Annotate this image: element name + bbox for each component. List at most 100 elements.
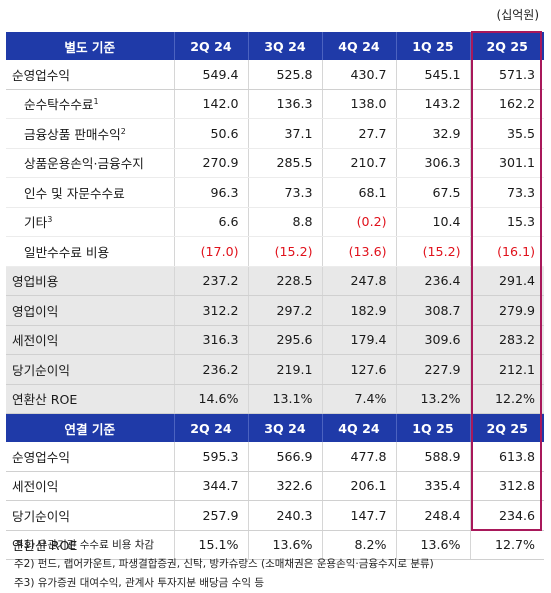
footnote: 주2) 펀드, 랩어카운트, 파생결합증권, 신탁, 방카슈랑스 (소매채권은 … bbox=[14, 558, 434, 570]
row-label: 인수 및 자문수수료 bbox=[6, 177, 174, 208]
value-cell: (15.2) bbox=[395, 236, 470, 267]
table-row: 순영업수익 549.4 525.8 430.7 545.1 571.3 bbox=[6, 60, 544, 90]
row-label: 세전이익 bbox=[6, 325, 174, 355]
value-cell: 477.8 bbox=[321, 442, 396, 472]
row-label-text: 당기순이익 bbox=[12, 362, 70, 378]
value-cell: 12.7% bbox=[469, 530, 544, 560]
value-cell: 306.3 bbox=[395, 148, 470, 178]
value-cell: 210.7 bbox=[321, 148, 396, 178]
table-row: 영업비용 237.2 228.5 247.8 236.4 291.4 bbox=[6, 266, 544, 296]
value-cell: 7.4% bbox=[321, 384, 396, 414]
section-title: 별도 기준 bbox=[6, 32, 174, 60]
value-cell: 162.2 bbox=[469, 89, 544, 119]
column-header: 3Q 24 bbox=[247, 413, 322, 442]
footnote-marker: 1 bbox=[93, 97, 99, 107]
value-cell: 240.3 bbox=[247, 500, 322, 531]
row-label: 당기순이익 bbox=[6, 500, 174, 531]
section-header-row: 별도 기준 2Q 24 3Q 24 4Q 24 1Q 25 2Q 25 bbox=[6, 32, 544, 60]
footnote-marker: 2 bbox=[120, 126, 126, 136]
row-label-text: 당기순이익 bbox=[12, 508, 70, 524]
section-header-row: 연결 기준 2Q 24 3Q 24 4Q 24 1Q 25 2Q 25 bbox=[6, 413, 544, 442]
value-cell: 10.4 bbox=[395, 207, 470, 237]
value-cell: (16.1) bbox=[469, 236, 544, 267]
value-cell: 312.2 bbox=[173, 295, 248, 326]
table-row: 금융상품 판매수익2 50.6 37.1 27.7 32.9 35.5 bbox=[6, 118, 544, 149]
row-label: 기타3 bbox=[6, 207, 174, 237]
row-label-text: 순영업수익 bbox=[12, 449, 70, 465]
value-cell: 228.5 bbox=[247, 266, 322, 296]
value-cell: 257.9 bbox=[173, 500, 248, 531]
row-label-text: 순수탁수수료 bbox=[24, 97, 94, 113]
row-label: 금융상품 판매수익2 bbox=[6, 118, 174, 149]
value-cell: 37.1 bbox=[247, 118, 322, 149]
value-cell: 136.3 bbox=[247, 89, 322, 119]
value-cell: (13.6) bbox=[321, 236, 396, 267]
row-label: 일반수수료 비용 bbox=[6, 236, 174, 267]
value-cell: 525.8 bbox=[247, 60, 322, 90]
value-cell: 15.3 bbox=[469, 207, 544, 237]
value-cell: 6.6 bbox=[173, 207, 248, 237]
value-cell: 237.2 bbox=[173, 266, 248, 296]
value-cell: 545.1 bbox=[395, 60, 470, 90]
value-cell: 179.4 bbox=[321, 325, 396, 355]
value-cell: 142.0 bbox=[173, 89, 248, 119]
table-row: 상품운용손익·금융수지 270.9 285.5 210.7 306.3 301.1 bbox=[6, 148, 544, 178]
column-header: 3Q 24 bbox=[247, 32, 322, 60]
value-cell: (17.0) bbox=[173, 236, 248, 267]
row-label: 순영업수익 bbox=[6, 442, 174, 472]
value-cell: 68.1 bbox=[321, 177, 396, 208]
value-cell: 8.8 bbox=[247, 207, 322, 237]
column-header: 1Q 25 bbox=[395, 32, 470, 60]
value-cell: 247.8 bbox=[321, 266, 396, 296]
row-label-text: 인수 및 자문수수료 bbox=[24, 185, 125, 201]
table-row: 기타3 6.6 8.8 (0.2) 10.4 15.3 bbox=[6, 207, 544, 237]
value-cell: 236.4 bbox=[395, 266, 470, 296]
value-cell: 227.9 bbox=[395, 354, 470, 385]
row-label-text: 기타 bbox=[24, 215, 48, 231]
table-row: 연환산 ROE 15.1% 13.6% 8.2% 13.6% 12.7% bbox=[6, 530, 544, 560]
row-label-text: 연환산 ROE bbox=[12, 538, 78, 554]
value-cell: 182.9 bbox=[321, 295, 396, 326]
row-label: 상품운용손익·금융수지 bbox=[6, 148, 174, 178]
column-header: 1Q 25 bbox=[395, 413, 470, 442]
value-cell: 248.4 bbox=[395, 500, 470, 531]
value-cell: 279.9 bbox=[469, 295, 544, 326]
value-cell: 344.7 bbox=[173, 471, 248, 501]
value-cell: 12.2% bbox=[469, 384, 544, 414]
value-cell: 14.6% bbox=[173, 384, 248, 414]
table-row: 세전이익 316.3 295.6 179.4 309.6 283.2 bbox=[6, 325, 544, 355]
row-label: 연환산 ROE bbox=[6, 530, 174, 560]
row-label-text: 세전이익 bbox=[12, 479, 59, 495]
value-cell: 295.6 bbox=[247, 325, 322, 355]
row-label: 당기순이익 bbox=[6, 354, 174, 385]
column-header: 4Q 24 bbox=[321, 32, 396, 60]
column-header: 2Q 25 bbox=[469, 413, 544, 442]
value-cell: 13.2% bbox=[395, 384, 470, 414]
table-body: 별도 기준 2Q 24 3Q 24 4Q 24 1Q 25 2Q 25 순영업수익 549.4… bbox=[6, 32, 544, 560]
column-header: 4Q 24 bbox=[321, 413, 396, 442]
row-label-text: 연환산 ROE bbox=[12, 392, 78, 408]
value-cell: 206.1 bbox=[321, 471, 396, 501]
row-label-text: 세전이익 bbox=[12, 333, 59, 349]
value-cell: 147.7 bbox=[321, 500, 396, 531]
value-cell: 27.7 bbox=[321, 118, 396, 149]
table-row: 순수탁수수료1 142.0 136.3 138.0 143.2 162.2 bbox=[6, 89, 544, 119]
value-cell: 13.6% bbox=[247, 530, 322, 560]
value-cell: 67.5 bbox=[395, 177, 470, 208]
value-cell: 127.6 bbox=[321, 354, 396, 385]
footnotes: 주1) 유관기관 수수료 비용 차감 주2) 펀드, 랩어카운트, 파생결합증권… bbox=[14, 536, 434, 593]
table-row: 영업이익 312.2 297.2 182.9 308.7 279.9 bbox=[6, 295, 544, 326]
value-cell: 335.4 bbox=[395, 471, 470, 501]
row-label: 연환산 ROE bbox=[6, 384, 174, 414]
section-title: 연결 기준 bbox=[6, 413, 174, 442]
row-label: 순영업수익 bbox=[6, 60, 174, 90]
financial-table: 별도 기준 2Q 24 3Q 24 4Q 24 1Q 25 2Q 25 순영업수익 549.4… bbox=[6, 32, 544, 560]
column-header: 2Q 24 bbox=[173, 32, 248, 60]
value-cell: 571.3 bbox=[469, 60, 544, 90]
value-cell: 212.1 bbox=[469, 354, 544, 385]
value-cell: 595.3 bbox=[173, 442, 248, 472]
value-cell: 613.8 bbox=[469, 442, 544, 472]
value-cell: 50.6 bbox=[173, 118, 248, 149]
value-cell: 291.4 bbox=[469, 266, 544, 296]
value-cell: 308.7 bbox=[395, 295, 470, 326]
